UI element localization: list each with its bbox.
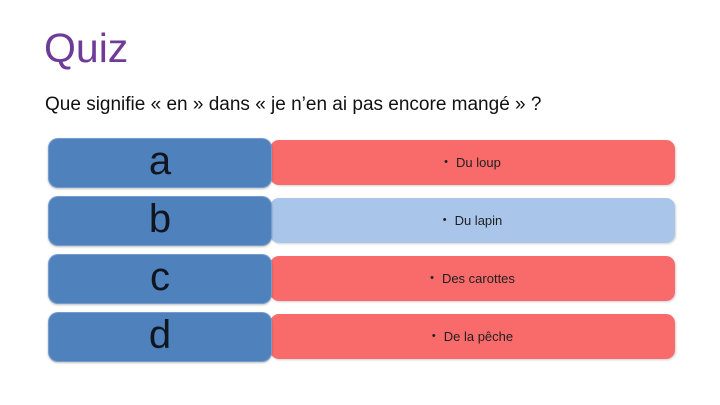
- answer-bullet: •: [430, 272, 434, 284]
- answer-bullet: •: [442, 214, 447, 226]
- answer-label-c: Des carottes: [441, 271, 515, 286]
- answer-bullet: •: [444, 156, 449, 168]
- answer-row-b: • Du lapin b: [0, 196, 720, 246]
- answer-letter-box-a[interactable]: a: [48, 138, 272, 188]
- answer-letter-box-d[interactable]: d: [48, 312, 272, 362]
- answer-row-a: • Du loup a: [0, 138, 720, 188]
- answer-letter-box-c[interactable]: c: [48, 254, 272, 304]
- answer-label-a: Du loup: [456, 155, 501, 170]
- answer-bullet: •: [431, 330, 436, 342]
- answer-letter-c: c: [150, 255, 170, 299]
- answer-label-b: Du lapin: [454, 213, 503, 228]
- answer-option-a[interactable]: • Du loup: [270, 140, 675, 185]
- answer-row-c: • Des carottes c: [0, 254, 720, 304]
- slide-title: Quiz: [44, 25, 129, 71]
- answer-letter-box-b[interactable]: b: [48, 196, 272, 246]
- answer-label-d: De la pêche: [443, 329, 514, 344]
- answer-letter-d: d: [148, 313, 172, 357]
- answer-option-d[interactable]: • De la pêche: [270, 314, 675, 359]
- answer-option-b[interactable]: • Du lapin: [270, 198, 675, 243]
- answer-letter-a: a: [148, 139, 172, 183]
- quiz-question: Que signifie « en » dans « je n’en ai pa…: [45, 94, 542, 115]
- answer-row-d: • De la pêche d: [0, 312, 720, 362]
- answer-option-c[interactable]: • Des carottes: [270, 256, 675, 301]
- answer-letter-b: b: [148, 197, 172, 241]
